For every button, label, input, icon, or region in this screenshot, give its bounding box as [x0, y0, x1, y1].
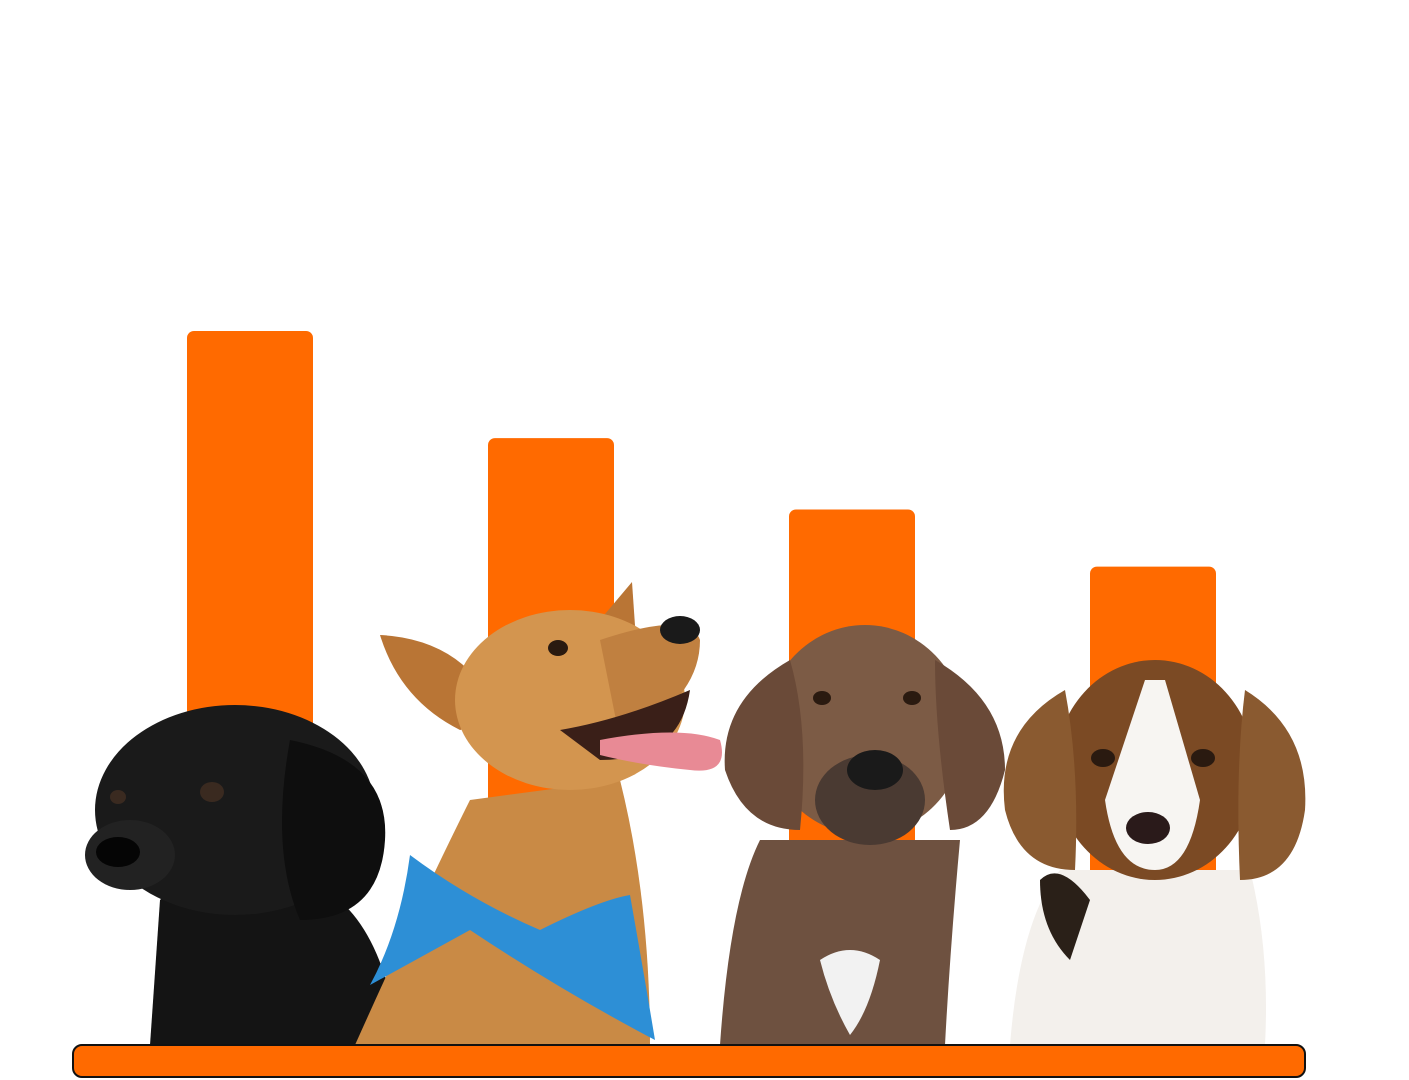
dog-eye [1191, 749, 1215, 767]
dog-nose [1126, 812, 1170, 844]
dog-eye [813, 691, 831, 705]
dog-tan [355, 582, 722, 1045]
dog-black-lab [85, 705, 400, 1045]
dog-body [720, 840, 960, 1045]
dog-nose [847, 750, 903, 790]
dog-body [150, 873, 400, 1045]
dog-eye [903, 691, 921, 705]
dog-eye [200, 782, 224, 802]
dog-brindle [720, 625, 1005, 1045]
dog-chest [820, 950, 880, 1035]
dog-snout [600, 625, 700, 740]
dog-bandana [370, 855, 655, 1040]
baseline-bar [72, 1044, 1306, 1078]
dog-tongue [600, 732, 722, 771]
dog-ear [724, 660, 804, 830]
dog-nose [660, 616, 700, 644]
dog-ear [1003, 690, 1077, 870]
dog-eye [1091, 749, 1115, 767]
dog-eye [110, 790, 126, 804]
dog-nose [96, 837, 140, 867]
dog-ear [1238, 690, 1306, 880]
dog-patch [1040, 873, 1090, 960]
dog-ear [935, 660, 1005, 830]
dog-eye [548, 640, 568, 656]
dog-ear [282, 740, 386, 920]
dog-beagle [1003, 660, 1306, 1045]
